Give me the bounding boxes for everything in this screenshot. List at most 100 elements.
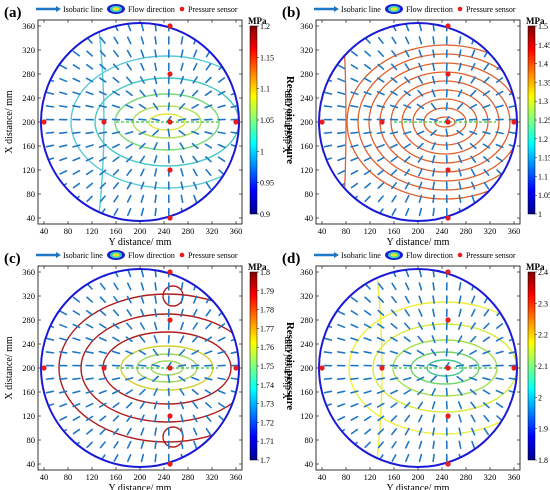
pressure-sensor [319,119,325,125]
legend-isobar-label: Isobaric line [341,5,381,14]
flow-arrow [191,388,199,396]
flow-arrow [457,401,463,410]
flow-arrow [218,195,225,203]
flow-arrow [471,194,476,203]
flow-arrow [112,415,120,422]
flow-arrow [178,129,186,136]
flow-arrow [508,131,517,135]
flow-arrow [206,282,211,291]
x-tick-label: 320 [206,472,219,482]
flow-arrow [470,308,476,317]
flow-arrow [364,23,371,31]
flow-arrow [484,454,489,462]
colorbar-unit: MPa [248,16,267,26]
y-tick-label: 240 [22,339,35,349]
flow-arrow [153,89,158,98]
flow-arrow [99,282,106,290]
colorbar [249,25,258,215]
colorbar-title: Reservoir pressure [284,322,296,410]
flow-arrow [86,441,93,449]
flow-arrow [404,309,410,317]
flow-arrow [457,142,463,150]
flow-arrow [350,91,359,96]
flow-arrow [231,63,239,70]
flow-arrow [138,118,147,121]
flow-arrow [153,75,158,85]
x-tick-label: 280 [182,472,195,482]
flow-arrow [206,23,211,32]
flow-arrow [126,309,132,317]
flow-arrow [350,169,359,175]
x-tick-label: 240 [158,226,171,236]
pressure-sensor [167,23,173,29]
x-tick-label: 40 [40,472,49,482]
flow-arrow [98,377,108,381]
flow-arrow [482,104,491,109]
x-tick-label: 320 [206,226,219,236]
pressure-sensor [445,461,451,467]
flow-arrow [139,76,145,84]
flow-arrow [350,64,359,70]
flow-arrow [483,427,490,436]
flow-arrow [363,144,372,148]
flow-arrow [509,23,516,31]
flow-arrow [337,157,346,162]
x-tick-label: 360 [508,472,521,482]
flow-arrow [45,170,55,175]
flow-arrow [418,269,423,278]
flow-arrow [231,441,238,449]
flow-arrow [126,194,132,203]
flow-arrow [324,442,332,448]
flow-arrow [495,156,504,162]
colorbar-tick-label: 1.77 [260,324,274,333]
flow-arrow [391,428,397,436]
flow-arrow [180,427,184,436]
y-axis-title: X distance/ mm [282,90,293,154]
flow-arrow [58,105,68,108]
flow-arrow [153,321,158,331]
y-tick-label: 240 [22,93,35,103]
colorbar-unit: MPa [526,16,545,26]
flow-arrow [231,454,238,462]
flow-arrow [404,63,410,71]
flow-arrow [391,36,397,45]
flow-arrow [177,118,187,121]
pressure-sensor [233,119,239,125]
flow-arrow [45,91,55,95]
panel-label: (c) [4,251,21,267]
flow-arrow [217,350,226,355]
flow-arrow [191,142,199,150]
colorbar-title: Reservoir pressure [284,76,296,164]
isobar-line [58,293,239,443]
pressure-sensor [167,71,173,77]
flow-arrow [336,144,346,148]
pressure-sensor [445,215,451,221]
flow-arrow [231,169,239,176]
flow-arrow [204,350,213,355]
flow-arrow [390,143,398,149]
flow-arrow [404,181,410,190]
flow-arrow [509,208,516,216]
flow-arrow [59,195,67,202]
flow-arrow [126,36,132,45]
flow-arrow [482,336,491,342]
flow-arrow [112,336,120,342]
flow-arrow [126,440,132,449]
legend-isobar-label: Isobaric line [341,251,381,260]
panel-c: (c) Isobaric line Flow direction Pressure s… [4,250,296,490]
flow-arrow [458,414,462,423]
flow-arrow [495,350,504,355]
x-tick-label: 160 [388,472,401,482]
flow-arrow [153,401,158,410]
x-axis-title: Y distance/ mm [109,483,172,490]
colorbar-tick-label: 1.2 [538,135,548,144]
x-tick-label: 160 [110,226,123,236]
flow-arrow [179,401,185,410]
flow-arrow [364,50,372,57]
flow-arrow [113,282,119,291]
flow-arrow [509,296,517,303]
flow-arrow [509,36,516,44]
flow-arrow [403,104,412,109]
legend-flow-label: Flow direction [128,251,175,260]
